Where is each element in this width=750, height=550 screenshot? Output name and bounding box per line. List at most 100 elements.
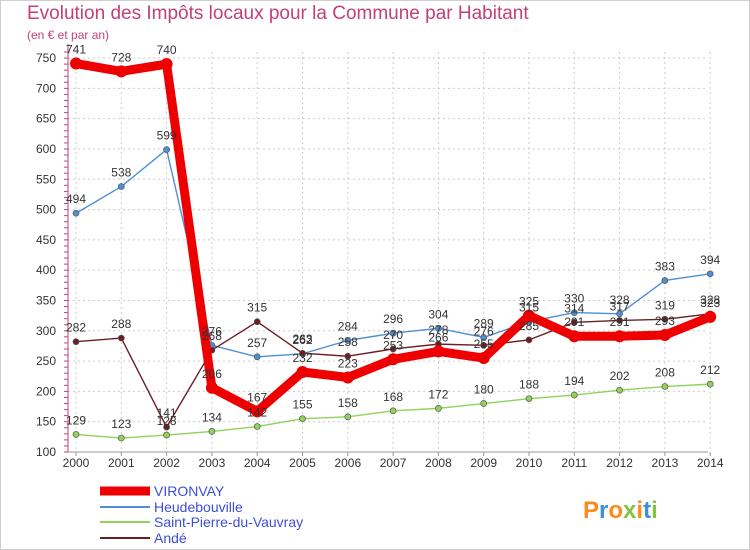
legend-label: VIRONVAY	[154, 483, 225, 499]
data-label: 155	[292, 398, 312, 412]
x-tick-label: 2013	[652, 456, 679, 470]
logo-char: x	[623, 497, 637, 524]
y-tick-label: 150	[36, 415, 56, 429]
data-label: 740	[157, 43, 177, 57]
data-label: 266	[428, 330, 448, 344]
data-label: 282	[66, 321, 86, 335]
data-label: 168	[383, 390, 403, 404]
logo-char: i	[651, 497, 658, 524]
data-label: 276	[474, 324, 494, 338]
data-label: 296	[383, 312, 403, 326]
data-label: 315	[247, 301, 267, 315]
x-tick-label: 2004	[244, 456, 271, 470]
data-point	[251, 405, 264, 418]
legend: VIRONVAYHeudebouvilleSaint-Pierre-du-Vau…	[100, 483, 303, 546]
data-label: 194	[564, 374, 584, 388]
data-label: 172	[428, 387, 448, 401]
y-tick-label: 400	[36, 263, 56, 277]
data-point	[70, 57, 82, 70]
data-point	[616, 317, 623, 324]
data-label: 304	[428, 307, 448, 321]
x-tick-label: 2012	[606, 456, 633, 470]
data-label: 328	[610, 293, 630, 307]
data-label: 167	[247, 390, 267, 404]
data-point	[613, 330, 626, 343]
data-point	[568, 330, 581, 343]
x-tick-label: 2008	[425, 456, 452, 470]
data-label: 323	[700, 296, 720, 310]
data-point	[117, 334, 125, 342]
data-label: 232	[292, 351, 312, 365]
data-point	[389, 345, 397, 353]
data-point	[523, 309, 535, 322]
data-label: 325	[519, 295, 539, 309]
data-point	[72, 431, 80, 438]
data-label: 394	[700, 253, 720, 267]
data-label: 330	[564, 292, 584, 306]
data-label: 268	[202, 329, 222, 343]
data-labels: 741 728 740 206 167 232 223 253 266 255 325 291 291 2…	[66, 43, 721, 432]
data-label: 284	[338, 319, 358, 333]
legend-label: Heudebouville	[154, 499, 243, 515]
data-label: 315	[519, 301, 539, 315]
x-tick-label: 2000	[63, 456, 90, 470]
data-point	[299, 415, 306, 423]
x-tick-label: 2014	[697, 456, 724, 470]
data-label: 276	[202, 324, 222, 338]
logo-char: o	[608, 497, 623, 524]
y-tick-label: 600	[36, 142, 56, 156]
y-tick-label: 650	[36, 112, 56, 126]
y-tick-label: 750	[36, 51, 56, 65]
data-label: 134	[202, 410, 222, 424]
data-point	[341, 371, 354, 384]
y-tick-label: 350	[36, 293, 56, 307]
logo-char: i	[636, 497, 643, 524]
data-point	[480, 334, 488, 341]
data-label: 129	[66, 413, 86, 427]
x-tick-label: 2006	[334, 456, 361, 470]
data-label: 270	[383, 328, 403, 342]
data-label: 128	[157, 414, 177, 428]
data-point	[704, 310, 717, 323]
legend-label: Andé	[154, 530, 187, 546]
data-label: 180	[474, 383, 494, 397]
y-tick-label: 300	[36, 324, 56, 338]
data-point	[661, 277, 669, 284]
data-label: 328	[700, 293, 720, 307]
data-point	[570, 309, 578, 316]
proxiti-logo: Proxiti	[583, 497, 658, 524]
data-point	[658, 329, 671, 342]
data-label: 288	[111, 317, 131, 331]
data-point	[115, 65, 128, 78]
data-point	[706, 380, 714, 388]
data-point	[117, 183, 125, 190]
data-label: 383	[655, 259, 675, 273]
data-label: 741	[66, 43, 86, 57]
data-label: 494	[66, 192, 86, 206]
data-label: 278	[428, 323, 448, 337]
x-tick-label: 2003	[199, 456, 226, 470]
data-label: 258	[338, 335, 358, 349]
data-point	[616, 310, 623, 318]
data-label: 202	[610, 369, 630, 383]
data-label: 317	[610, 299, 630, 313]
y-tick-label: 700	[36, 81, 56, 95]
data-point	[389, 407, 397, 415]
data-point	[163, 431, 170, 439]
data-point	[706, 270, 714, 278]
data-label: 291	[564, 315, 584, 329]
logo-char: r	[599, 497, 608, 524]
data-label: 538	[111, 166, 131, 180]
y-tick-label: 250	[36, 354, 56, 368]
data-point	[480, 341, 488, 349]
data-point	[208, 428, 216, 435]
data-point	[344, 413, 352, 421]
data-point	[117, 434, 125, 442]
y-tick-label: 200	[36, 384, 56, 398]
data-point	[661, 383, 669, 390]
data-point	[661, 315, 669, 323]
data-point	[389, 329, 397, 337]
series-lines	[70, 57, 717, 442]
data-point	[344, 337, 352, 344]
